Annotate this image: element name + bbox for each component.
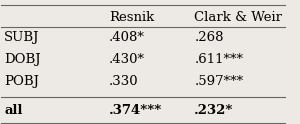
Text: .374***: .374*** (109, 104, 162, 117)
Text: Resnik: Resnik (109, 11, 154, 24)
Text: .268: .268 (194, 31, 224, 44)
Text: Clark & Weir: Clark & Weir (194, 11, 282, 24)
Text: .430*: .430* (109, 53, 145, 66)
Text: SUBJ: SUBJ (4, 31, 40, 44)
Text: .232*: .232* (194, 104, 234, 117)
Text: .330: .330 (109, 75, 139, 88)
Text: all: all (4, 104, 23, 117)
Text: .611***: .611*** (194, 53, 243, 66)
Text: .408*: .408* (109, 31, 145, 44)
Text: POBJ: POBJ (4, 75, 39, 88)
Text: DOBJ: DOBJ (4, 53, 41, 66)
Text: .597***: .597*** (194, 75, 243, 88)
